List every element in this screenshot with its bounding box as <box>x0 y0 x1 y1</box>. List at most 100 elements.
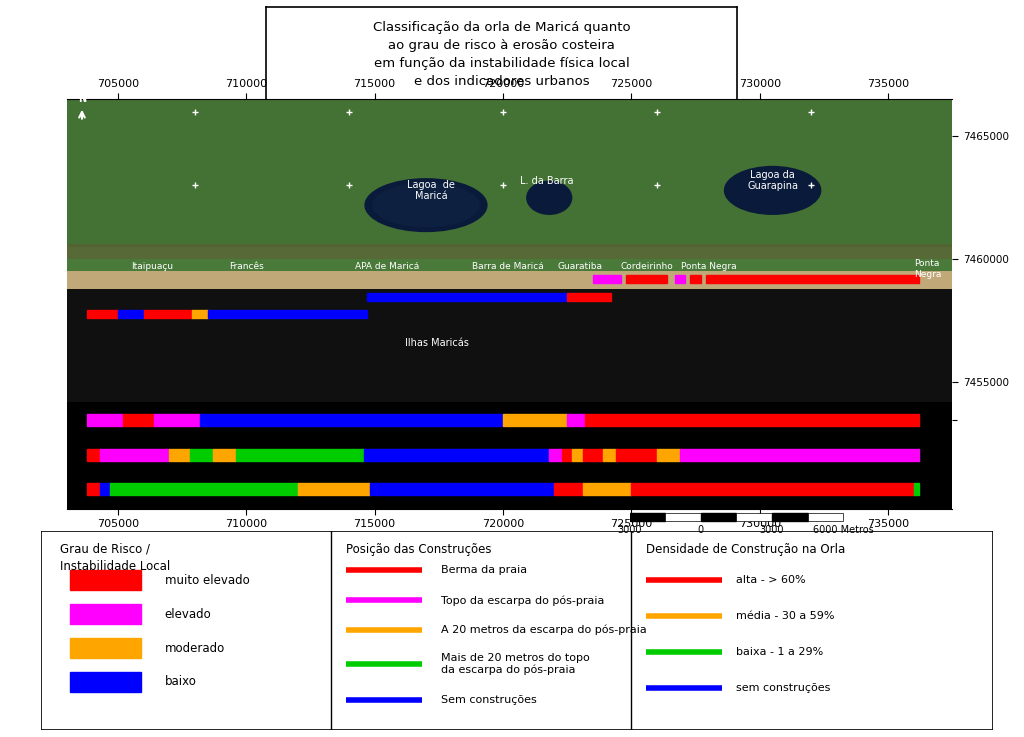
Bar <box>772 513 808 521</box>
Text: 6000 Metros: 6000 Metros <box>813 525 873 535</box>
Bar <box>70 604 141 624</box>
Text: L. da Barra: L. da Barra <box>520 175 573 186</box>
Bar <box>503 414 567 426</box>
Bar <box>67 99 952 247</box>
Text: moderado: moderado <box>165 641 225 654</box>
Text: Ilhas Maricás: Ilhas Maricás <box>406 338 469 348</box>
Text: baixo: baixo <box>165 675 197 688</box>
Bar <box>627 275 668 282</box>
Text: Mais de 20 metros do topo
da escarpa do pós-praia: Mais de 20 metros do topo da escarpa do … <box>441 653 590 675</box>
Bar <box>680 450 919 461</box>
Bar <box>913 483 919 495</box>
Bar <box>632 483 913 495</box>
Bar <box>67 271 952 289</box>
Text: Topo da escarpa do pós-praia: Topo da escarpa do pós-praia <box>441 595 604 606</box>
Point <box>340 595 352 604</box>
Bar <box>189 450 213 461</box>
Text: baixa - 1 a 29%: baixa - 1 a 29% <box>736 647 823 657</box>
Bar <box>87 483 100 495</box>
Ellipse shape <box>365 178 487 232</box>
Bar <box>100 450 169 461</box>
Text: Guaratiba: Guaratiba <box>557 262 602 271</box>
Bar <box>67 99 952 271</box>
Text: Barra de Maricá: Barra de Maricá <box>472 262 544 271</box>
Point <box>416 626 428 635</box>
Text: alta - > 60%: alta - > 60% <box>736 576 806 585</box>
Text: Francês: Francês <box>229 262 263 271</box>
Point <box>640 648 652 657</box>
Text: Lagoa da
Guarapina: Lagoa da Guarapina <box>748 170 798 192</box>
Bar <box>365 450 549 461</box>
Bar <box>118 310 143 318</box>
Bar <box>87 450 100 461</box>
Bar <box>690 275 700 282</box>
Text: Ponta Negra: Ponta Negra <box>681 262 736 271</box>
Bar <box>100 483 111 495</box>
Point <box>640 683 652 692</box>
Bar <box>583 483 632 495</box>
Text: elevado: elevado <box>165 608 212 621</box>
Bar <box>603 450 616 461</box>
Text: Posição das Construções: Posição das Construções <box>346 542 492 556</box>
Bar <box>736 513 772 521</box>
Text: Cordeirinho: Cordeirinho <box>621 262 673 271</box>
Point <box>716 612 728 621</box>
Bar <box>562 450 572 461</box>
Text: Berma da praia: Berma da praia <box>441 565 527 576</box>
Point <box>340 660 352 668</box>
Bar <box>567 414 585 426</box>
Text: 0: 0 <box>697 525 703 535</box>
Bar <box>154 414 200 426</box>
Bar <box>236 450 365 461</box>
Bar <box>675 275 685 282</box>
Text: A 20 metros da escarpa do pós-praia: A 20 metros da escarpa do pós-praia <box>441 625 647 635</box>
Bar <box>370 483 554 495</box>
Text: Classificação da orla de Maricá quanto
ao grau de risco à erosão costeira
em fun: Classificação da orla de Maricá quanto a… <box>373 21 631 88</box>
Bar <box>213 450 236 461</box>
Text: Sem construções: Sem construções <box>441 695 537 705</box>
Point <box>416 660 428 668</box>
Bar <box>549 450 562 461</box>
Text: 3000: 3000 <box>760 525 784 535</box>
Text: sem construções: sem construções <box>736 683 830 693</box>
Bar <box>630 513 666 521</box>
Point <box>716 683 728 692</box>
Bar <box>111 483 298 495</box>
Point <box>416 696 428 705</box>
Ellipse shape <box>372 183 480 227</box>
Bar <box>567 293 611 301</box>
Bar <box>706 275 919 282</box>
Bar <box>70 672 141 692</box>
Ellipse shape <box>526 181 572 215</box>
Bar <box>657 450 680 461</box>
Bar <box>67 271 952 402</box>
Text: APA de Maricá: APA de Maricá <box>355 262 420 271</box>
Text: Itaipuaçu: Itaipuaçu <box>131 262 173 271</box>
Text: Grau de Risco /
Instabilidade Local: Grau de Risco / Instabilidade Local <box>60 542 170 573</box>
Bar <box>67 245 952 259</box>
Text: Ponta
Negra: Ponta Negra <box>913 259 941 279</box>
Bar <box>554 483 583 495</box>
Point <box>640 576 652 585</box>
Bar <box>87 414 123 426</box>
Point <box>716 576 728 585</box>
Bar <box>143 310 193 318</box>
Point <box>640 612 652 621</box>
Bar <box>70 638 141 658</box>
Bar <box>208 310 367 318</box>
Bar <box>585 414 919 426</box>
Bar <box>583 450 603 461</box>
Point <box>716 648 728 657</box>
Bar <box>169 450 189 461</box>
Text: N: N <box>78 94 86 105</box>
Text: instabilidade: instabilidade <box>957 415 1024 425</box>
Text: Lagoa  de
Maricá: Lagoa de Maricá <box>408 180 455 201</box>
Point <box>416 566 428 575</box>
Text: risco: risco <box>957 273 982 284</box>
Bar <box>193 310 208 318</box>
Bar <box>593 275 622 282</box>
Point <box>340 626 352 635</box>
Bar <box>87 310 118 318</box>
Text: muito elevado: muito elevado <box>165 574 250 587</box>
Bar <box>616 450 657 461</box>
